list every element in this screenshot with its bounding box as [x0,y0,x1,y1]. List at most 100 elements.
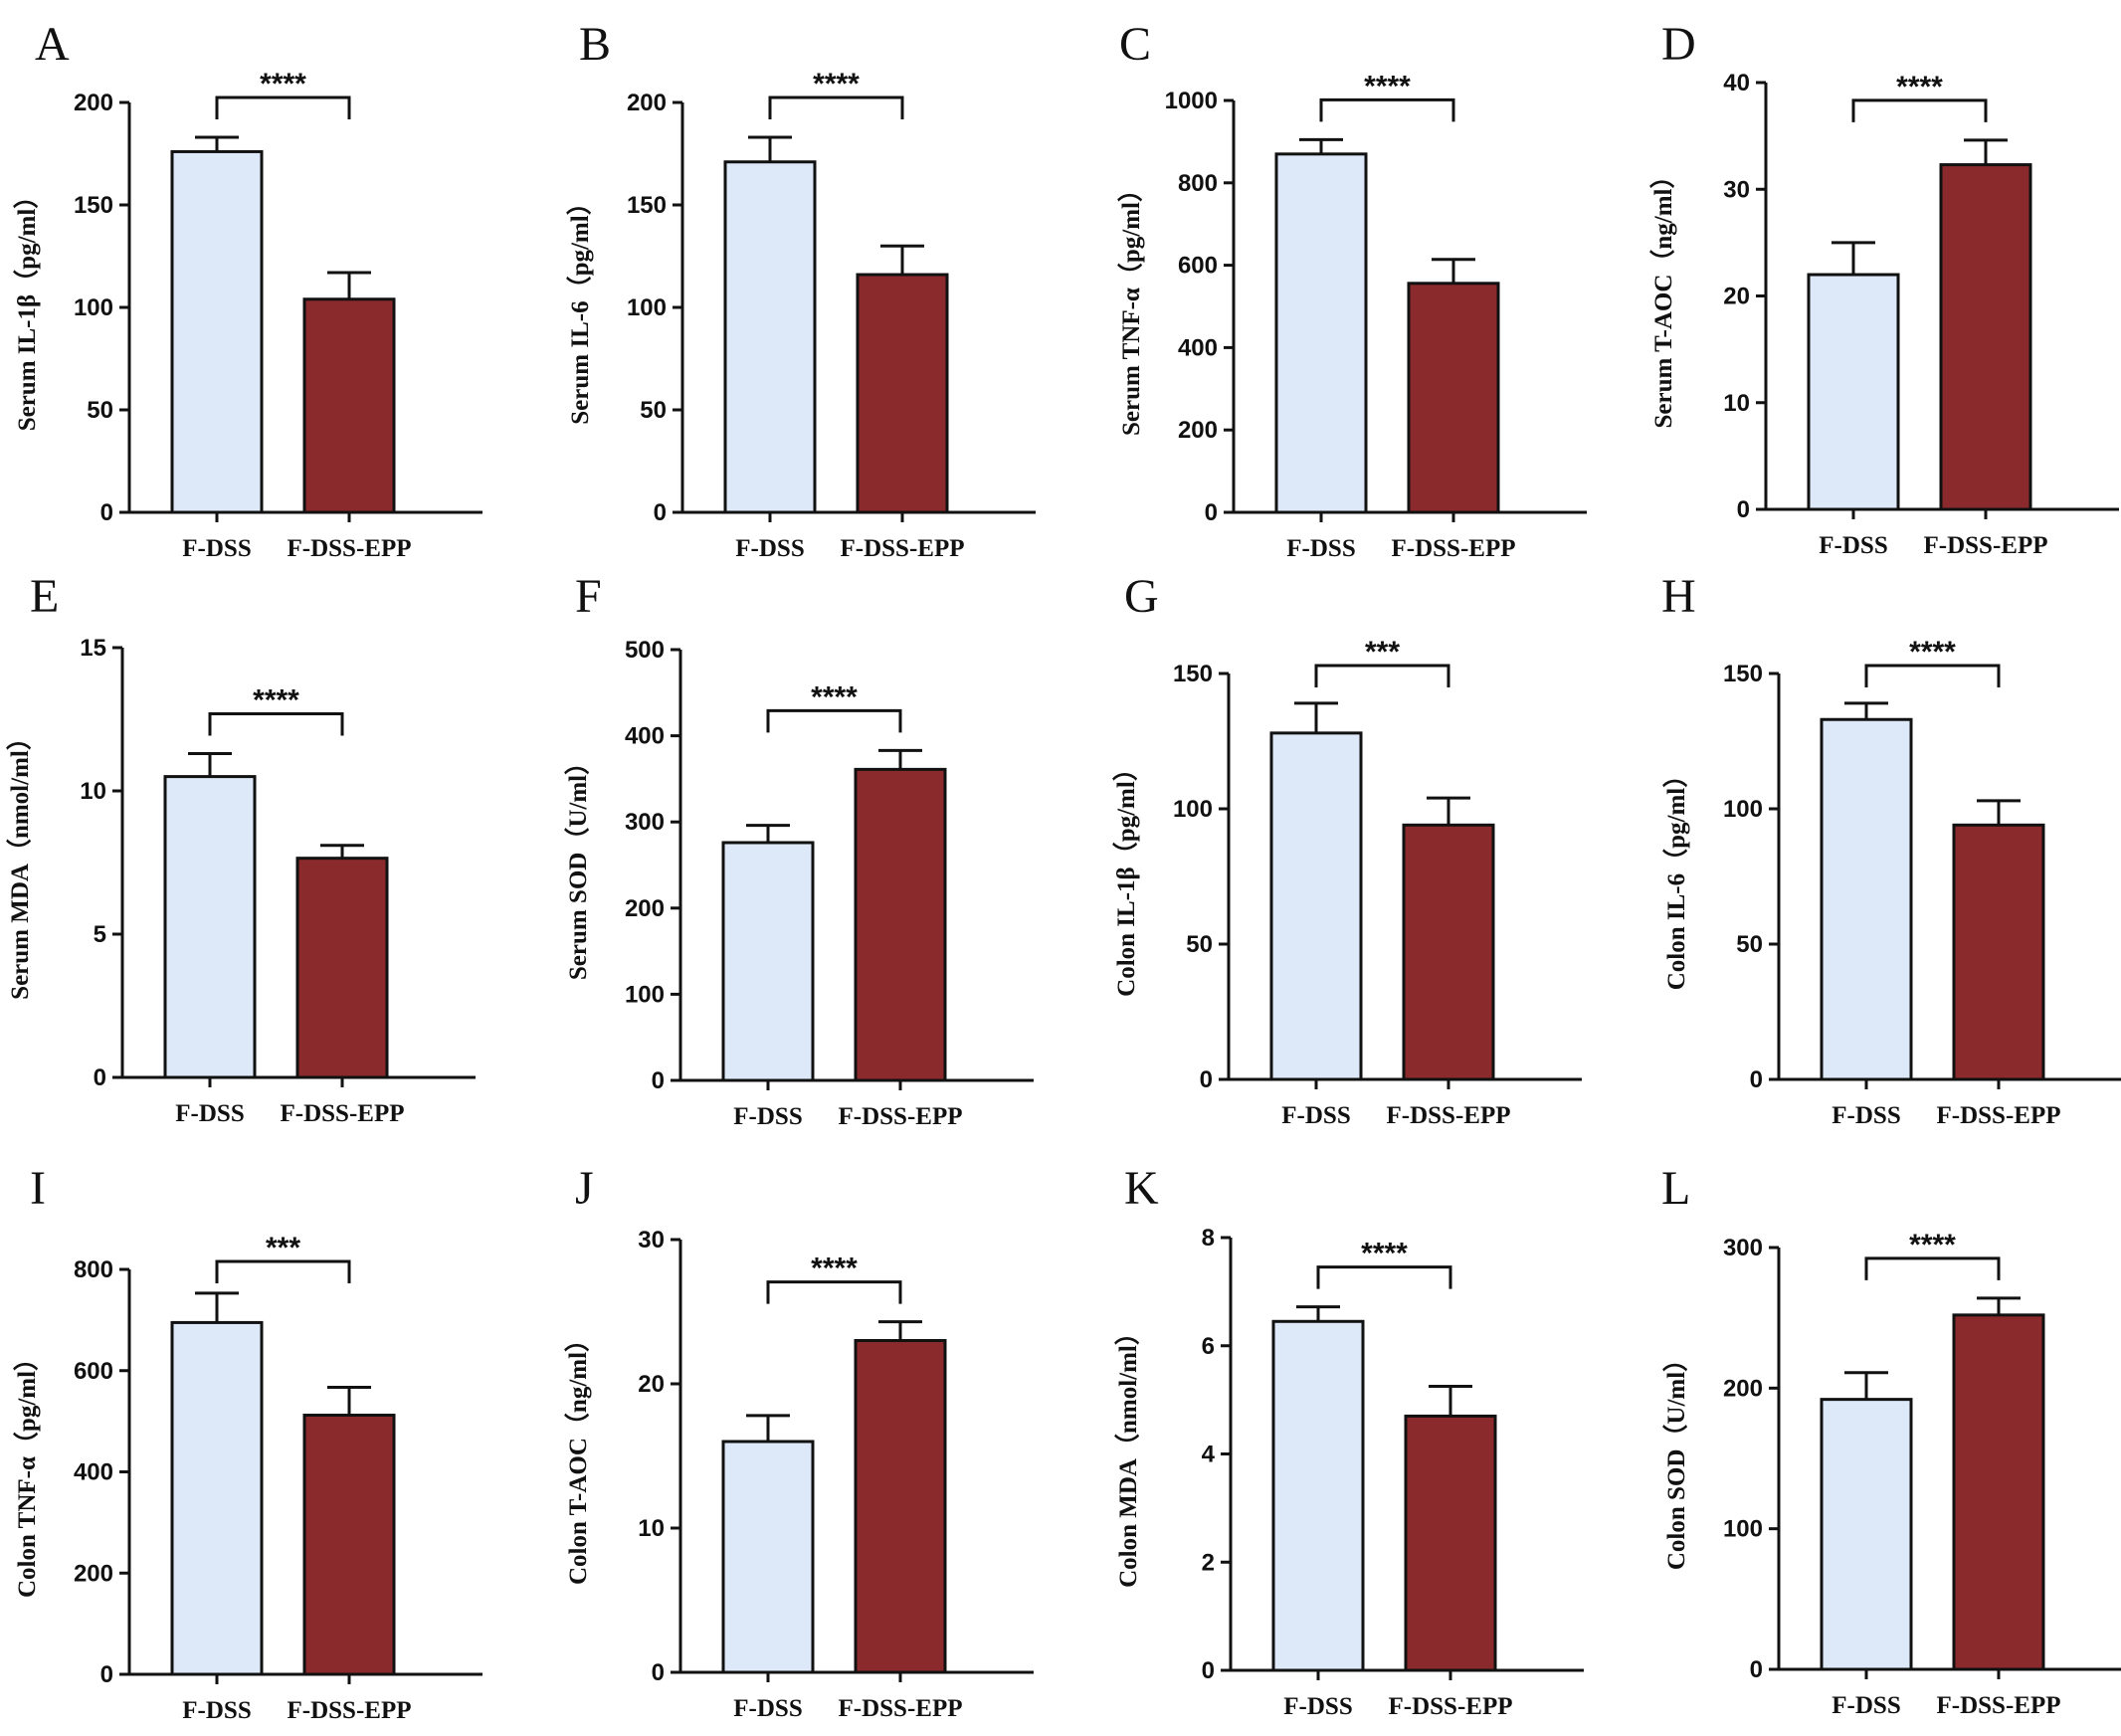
panel-letter: C [1119,18,1151,71]
bar-f-dss [1269,731,1363,1081]
x-tick-label: F-DSS-EPP [839,1103,963,1130]
significance-label: **** [1896,71,1943,103]
bar-f-dss [170,1320,264,1676]
significance-bracket [1319,97,1455,122]
x-tick-label: F-DSS-EPP [1937,1102,2061,1129]
significance-bracket [215,1259,351,1283]
significance-bracket [1316,1265,1452,1289]
significance-bracket [766,1280,902,1304]
y-tick-label: 600 [74,1358,113,1385]
y-tick-label: 500 [625,637,665,664]
y-tick-label: 20 [1723,284,1750,310]
y-tick-label: 0 [100,499,113,526]
bar-f-dss [721,841,815,1082]
y-tick-label: 0 [652,1659,665,1686]
bar-f-dss [1807,273,1900,511]
significance-bracket [768,96,904,120]
y-tick-label: 300 [625,809,665,836]
panel-letter: A [35,18,70,71]
y-tick-label: 10 [1723,390,1750,417]
y-axis-label: Serum T-AOC（ng/ml） [1648,163,1677,428]
panel-letter: D [1661,18,1696,71]
y-tick-label: 50 [640,397,667,424]
bar-f-dss [723,160,817,514]
bar-f-dss [1271,1319,1365,1672]
y-axis-label: Serum IL-1β（pg/ml） [12,184,41,432]
bar-f-dss-epp [854,1339,947,1674]
x-tick-label: F-DSS-EPP [288,1697,412,1724]
x-tick-label: F-DSS-EPP [1937,1692,2061,1719]
x-tick-label: F-DSS-EPP [839,1695,963,1722]
y-tick-label: 4 [1202,1442,1216,1468]
y-tick-label: 20 [638,1371,665,1398]
y-tick-label: 0 [1202,1657,1215,1684]
significance-label: **** [1909,1229,1956,1261]
panel-letter: I [30,1162,46,1215]
x-tick-label: F-DSS [182,535,251,562]
y-tick-label: 150 [74,192,113,219]
panel-letter: L [1661,1162,1690,1215]
x-tick-label: F-DSS [1832,1102,1900,1129]
y-tick-label: 5 [94,921,106,948]
y-axis-label: Colon IL-1β（pg/ml） [1111,756,1140,997]
y-tick-label: 0 [654,499,667,526]
chart-panel-d: D 0 10 20 30 40 Serum T-AOC（ng/ml） F-DSS F-DSS-E… [1648,18,2119,559]
bar-f-dss-epp [1402,823,1495,1081]
x-tick-label: F-DSS-EPP [1387,1102,1511,1129]
y-tick-label: 150 [627,192,667,219]
y-axis-label: Colon IL-6（pg/ml） [1661,763,1690,991]
bar-f-dss [1820,717,1913,1081]
significance-label: **** [1364,70,1411,102]
significance-bracket [766,708,902,733]
significance-bracket [1314,664,1450,687]
x-tick-label: F-DSS-EPP [1924,532,2048,559]
x-tick-label: F-DSS [1286,535,1355,562]
x-tick-label: F-DSS [182,1697,251,1724]
bar-f-dss-epp [1404,1414,1497,1672]
y-tick-label: 100 [74,294,113,321]
significance-bracket [208,712,344,736]
chart-panel-i: I 0 200 400 600 800 Colon TNF-α（pg/ml） F-DSS F-D… [12,1162,482,1724]
y-tick-label: 30 [1723,176,1750,203]
x-tick-label: F-DSS [1281,1102,1350,1129]
y-tick-label: 0 [652,1067,665,1094]
chart-panel-f: F 0 100 200 300 400 500 Serum SOD（U/ml） F-DSS F-D… [563,570,1034,1130]
chart-panel-a: A 0 50 100 150 200 Serum IL-1β（pg/ml） F-DSS F-DS… [12,18,482,562]
x-tick-label: F-DSS [733,1103,802,1130]
x-tick-label: F-DSS [1819,532,1887,559]
y-tick-label: 100 [627,294,667,321]
y-tick-label: 400 [74,1459,113,1486]
y-tick-label: 200 [1178,417,1218,444]
chart-panel-l: L 0 100 200 300 Colon SOD（U/ml） F-DSS F-DSS-EPP… [1661,1162,2121,1719]
chart-panel-b: B 0 50 100 150 200 Serum IL-6（pg/ml） F-DSS F-DSS… [565,18,1036,562]
y-tick-label: 200 [74,90,113,116]
y-tick-label: 400 [625,723,665,750]
significance-label: **** [813,68,860,100]
chart-panel-h: H 0 50 100 150 Colon IL-6（pg/ml） F-DSS F-DSS-EP… [1661,570,2121,1129]
panel-letter: E [30,570,59,623]
y-tick-label: 150 [1173,661,1213,687]
bar-f-dss-epp [302,297,396,514]
y-axis-label: Colon TNF-α（pg/ml） [12,1346,41,1598]
significance-bracket [1864,1256,2001,1280]
y-tick-label: 10 [80,778,106,805]
y-tick-label: 300 [1723,1235,1763,1261]
significance-label: **** [811,1253,858,1285]
panel-letter: J [575,1162,594,1215]
y-axis-label: Serum TNF-α（pg/ml） [1116,177,1145,436]
x-tick-label: F-DSS [175,1100,244,1127]
chart-panel-j: J 0 10 20 30 Colon T-AOC（ng/ml） F-DSS F-DSS-EPP… [563,1162,1034,1722]
bar-f-dss-epp [856,273,949,514]
bar-f-dss-epp [1939,163,2032,511]
y-tick-label: 0 [1750,1066,1763,1093]
y-tick-label: 30 [638,1227,665,1254]
bar-f-dss [163,775,257,1079]
y-tick-label: 2 [1202,1549,1215,1576]
x-tick-label: F-DSS [735,535,804,562]
y-tick-label: 50 [1736,931,1763,958]
y-tick-label: 100 [625,981,665,1008]
y-tick-label: 200 [1723,1375,1763,1402]
x-tick-label: F-DSS-EPP [841,535,965,562]
y-axis-label: Serum IL-6（pg/ml） [565,190,594,424]
